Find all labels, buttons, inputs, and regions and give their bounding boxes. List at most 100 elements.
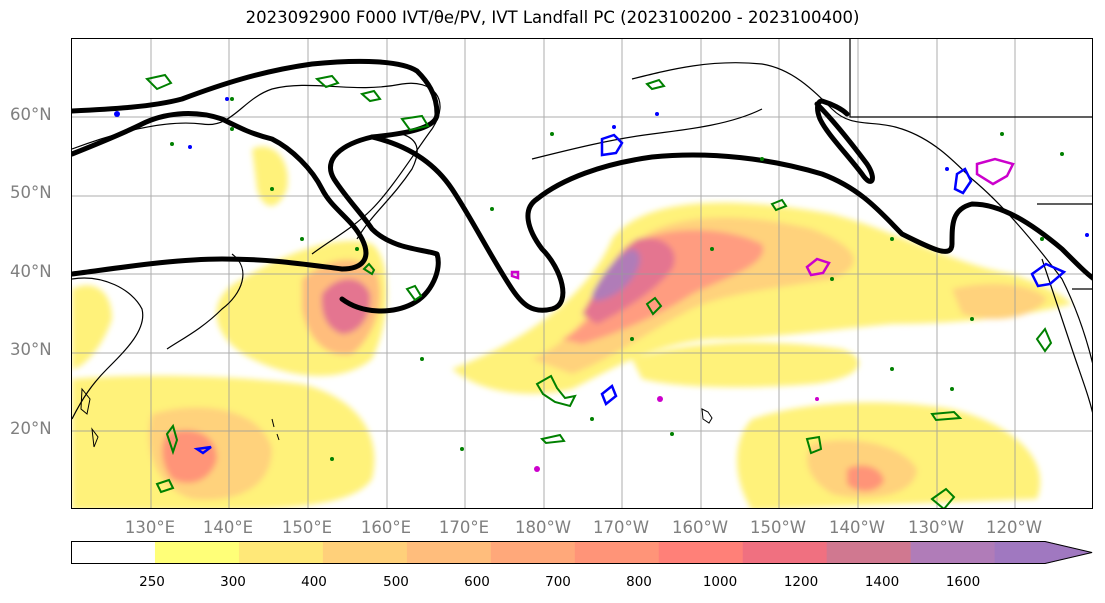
theta-e-green-dots (170, 97, 1064, 461)
coast-asia-north (72, 82, 441, 255)
colorbar-label-300: 300 (220, 574, 246, 590)
green-contour-4 (400, 114, 430, 132)
colorbar-label-700: 700 (545, 574, 571, 590)
landfall-pc-dots (534, 396, 819, 472)
lon-label-170w: 170°W (592, 518, 650, 537)
colorbar-segment (574, 541, 660, 564)
colorbar-segment (406, 541, 492, 564)
pv-contour-central (369, 134, 1092, 313)
landfall-pc-contours (510, 157, 1015, 280)
green-contour-3 (359, 89, 382, 103)
lon-label-180w: 180°W (514, 518, 572, 537)
ivt-edge-west (72, 285, 112, 369)
lon-label-160e: 160°E (360, 518, 412, 537)
coast-japan (166, 253, 244, 350)
magenta-contour-2 (805, 257, 831, 277)
green-contour-8 (535, 374, 577, 408)
ivt-subtropic-east-core (847, 465, 884, 492)
lat-label-30n: 30°N (10, 340, 52, 359)
lat-label-50n: 50°N (10, 183, 52, 202)
coast-korea-china (72, 277, 144, 420)
colorbar-label-1600: 1600 (945, 574, 981, 590)
coast-canada-border (849, 39, 1092, 118)
ivt-east-patch (952, 283, 1047, 319)
pv-contour-west (72, 111, 369, 277)
lon-label-170e: 170°E (438, 518, 490, 537)
ivt-shading (72, 146, 1072, 508)
lon-label-160w: 160°W (671, 518, 729, 537)
map-canvas (72, 39, 1092, 508)
ivt-core-central-purple (592, 249, 641, 301)
coastlines (72, 39, 1092, 420)
ivt-north-patch (252, 146, 288, 206)
blue-contour-4 (1030, 262, 1067, 288)
green-contour-2 (314, 74, 340, 89)
pv-contour-alaska (814, 98, 875, 184)
lon-label-150w: 150°W (749, 518, 807, 537)
green-contour-16 (540, 433, 566, 445)
island-marianas (271, 418, 280, 441)
lon-label-140w: 140°W (828, 518, 886, 537)
colorbar-label-1000: 1000 (702, 574, 738, 590)
pv-contours (72, 58, 1092, 314)
theta-e-blue-dots (114, 97, 1089, 237)
colorbar-segment (238, 541, 324, 564)
coast-kamchatka (356, 133, 418, 240)
colorbar-label-250: 250 (139, 574, 165, 590)
magenta-contour-3 (510, 270, 520, 280)
map-panel (71, 38, 1093, 509)
colorbar-segment (71, 541, 156, 564)
green-contour-10 (155, 478, 175, 494)
colorbar-label-1400: 1400 (864, 574, 900, 590)
green-contour-14 (770, 198, 788, 212)
blue-contour-1 (600, 133, 624, 157)
lat-label-20n: 20°N (10, 419, 52, 438)
island-hawaii (701, 408, 713, 424)
colorbar-segment (826, 541, 912, 564)
colorbar-segment (658, 541, 744, 564)
lat-label-60n: 60°N (10, 105, 52, 124)
green-contour-17 (645, 78, 666, 91)
green-contour-9 (165, 423, 179, 456)
green-contour-5 (405, 284, 423, 302)
green-contour-1 (145, 73, 173, 91)
lon-label-120w: 120°W (985, 518, 1043, 537)
ivt-mid-patch (632, 342, 859, 388)
islands (80, 387, 713, 448)
blue-contour-2 (600, 383, 618, 407)
green-contour-12 (930, 487, 956, 508)
theta-e-green-contours (145, 73, 1053, 508)
pv-contour-north (72, 58, 441, 314)
colorbar-extend-arrow (994, 541, 1093, 564)
map-title: 2023092900 F000 IVT/θe/PV, IVT Landfall … (245, 8, 860, 27)
ivt-core-west (321, 279, 371, 334)
green-contour-11 (930, 410, 963, 422)
lon-label-150e: 150°E (281, 518, 333, 537)
green-contour-15 (805, 435, 823, 455)
coast-alaska (631, 62, 1092, 364)
colorbar-segment (490, 541, 576, 564)
magenta-contour-1 (975, 157, 1015, 186)
green-contour-7 (645, 296, 663, 316)
lat-label-40n: 40°N (10, 262, 52, 281)
colorbar (71, 541, 1093, 564)
ivt-band-central-2 (532, 217, 854, 374)
blue-contour-3 (193, 445, 212, 455)
blue-contour-5 (953, 167, 973, 195)
colorbar-segment (910, 541, 996, 564)
colorbar-segment (742, 541, 828, 564)
lon-label-130w: 130°W (907, 518, 965, 537)
colorbar-segment (322, 541, 408, 564)
colorbar-label-400: 400 (301, 574, 327, 590)
green-contour-13 (1035, 327, 1053, 353)
colorbar-label-1200: 1200 (783, 574, 819, 590)
green-contour-6 (362, 262, 376, 276)
colorbar-outline (71, 541, 1093, 564)
colorbar-label-500: 500 (383, 574, 409, 590)
coast-aleutians (531, 108, 763, 160)
lon-label-130e: 130°E (124, 518, 176, 537)
island-philippines (80, 387, 99, 448)
colorbar-label-800: 800 (626, 574, 652, 590)
colorbar-label-600: 600 (464, 574, 490, 590)
lon-label-140e: 140°E (202, 518, 254, 537)
